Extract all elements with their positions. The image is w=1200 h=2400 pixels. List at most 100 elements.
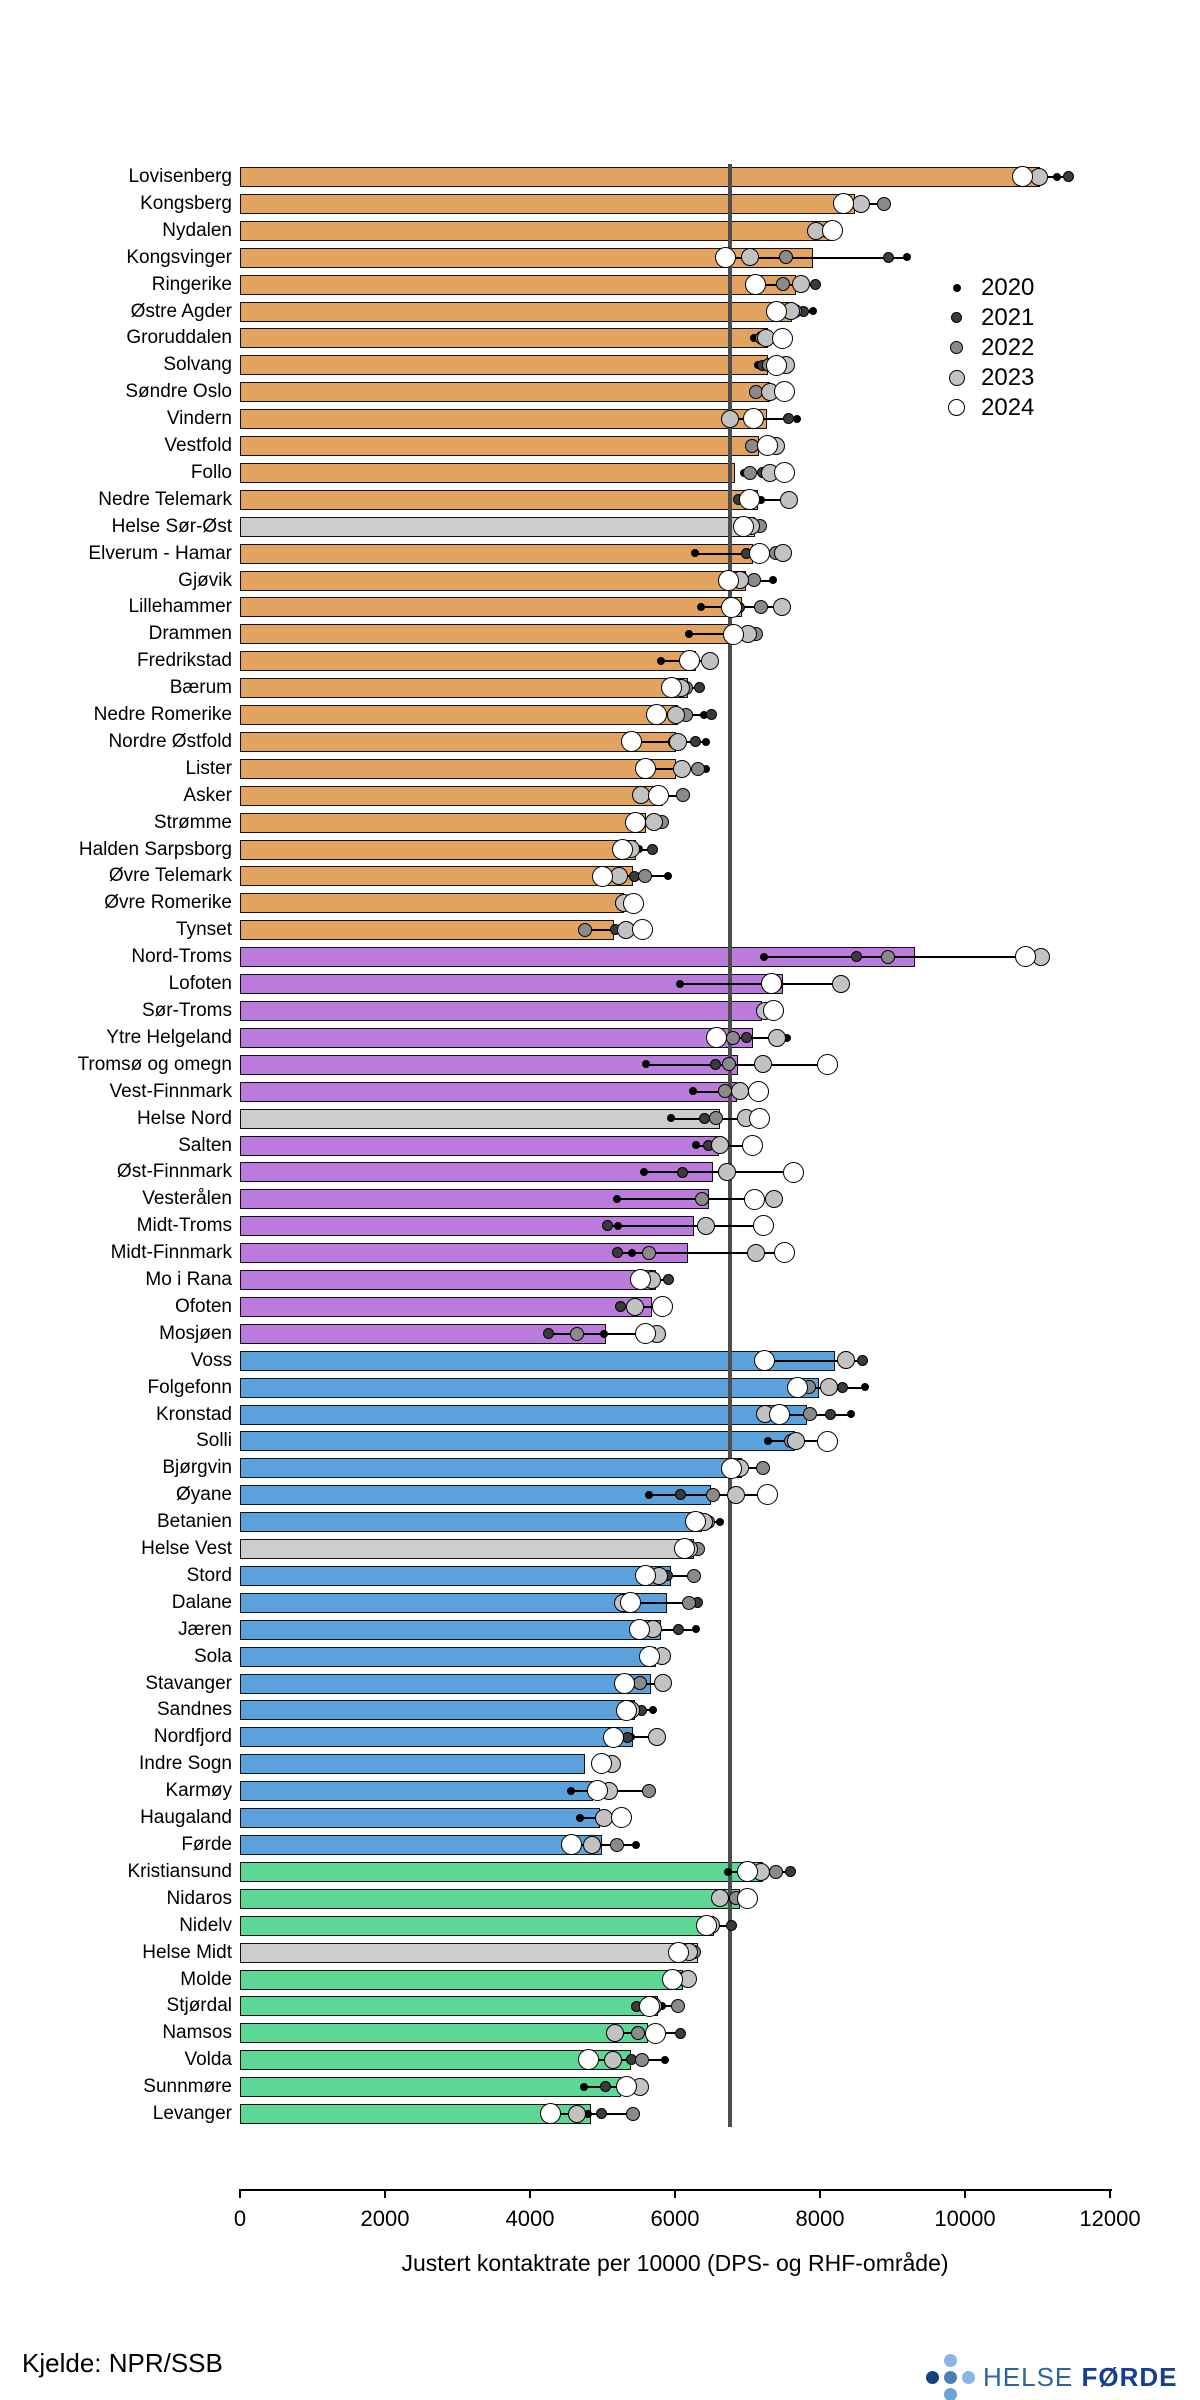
year-dot-2024: [757, 1484, 778, 1506]
year-dot-2024: [620, 731, 642, 753]
helse-forde-logo: HELSE FØRDE: [925, 2340, 1177, 2400]
year-dot-2024: [622, 892, 644, 914]
year-dot-2020: [628, 1248, 637, 1257]
year-dot-2024: [616, 2076, 638, 2098]
year-dot-2024: [765, 354, 787, 376]
row-label: Nidaros: [166, 1887, 232, 1909]
year-dot-2024: [602, 1726, 624, 1748]
bar: [240, 1996, 658, 2017]
year-dot-2020: [691, 1141, 700, 1150]
year-dot-2024: [720, 1457, 742, 1479]
bar: [240, 1808, 600, 1829]
year-dot-2021: [602, 1220, 614, 1232]
year-dot-2022: [876, 196, 891, 211]
year-dot-2023: [746, 1243, 765, 1262]
x-axis-tick: [239, 2189, 241, 2198]
bar: [240, 193, 855, 214]
year-dot-2023: [768, 1028, 787, 1047]
year-dot-2023: [831, 974, 850, 993]
year-dot-2022: [610, 1837, 625, 1852]
year-range-line: [613, 1736, 658, 1739]
x-axis-tick: [674, 2189, 676, 2198]
row-label: Nidelv: [179, 1914, 232, 1936]
year-dot-2022: [675, 788, 690, 803]
legend-marker-2021: [951, 312, 963, 324]
bar: [240, 597, 743, 618]
year-range-line: [640, 1628, 696, 1631]
year-dot-2024: [737, 1861, 759, 1883]
year-dot-2024: [706, 1027, 728, 1049]
year-dot-2021: [646, 843, 658, 855]
year-dot-2021: [836, 1381, 848, 1393]
year-dot-2024: [733, 515, 755, 537]
year-range-line: [689, 633, 756, 636]
year-dot-2020: [660, 2055, 669, 2064]
year-dot-2024: [539, 2103, 561, 2125]
year-dot-2021: [596, 2108, 608, 2120]
year-dot-2023: [772, 598, 791, 617]
year-dot-2021: [600, 2081, 612, 2093]
row-label: Stjørdal: [166, 1995, 232, 2017]
year-dot-2023: [711, 1136, 730, 1155]
year-dot-2024: [634, 758, 656, 780]
year-dot-2020: [723, 1867, 732, 1876]
year-dot-2020: [663, 872, 672, 881]
year-dot-2023: [792, 275, 811, 294]
year-dot-2024: [662, 1968, 684, 1990]
year-range-line: [584, 2086, 641, 2089]
x-axis-tick-label: 6000: [650, 2206, 700, 2231]
year-dot-2021: [851, 951, 863, 963]
x-axis-line: [240, 2189, 1112, 2191]
row-label: Stord: [186, 1564, 232, 1586]
year-dot-2024: [625, 811, 647, 833]
year-range-line: [764, 1359, 863, 1362]
year-dot-2023: [786, 1432, 805, 1451]
row-label: Tynset: [176, 919, 232, 941]
year-range-line: [725, 256, 908, 259]
year-dot-2023: [653, 1674, 672, 1693]
year-dot-2024: [619, 1592, 641, 1614]
year-dot-2023: [668, 732, 687, 751]
year-dot-2022: [725, 1030, 740, 1045]
row-label: Vest-Finnmark: [109, 1080, 232, 1102]
year-dot-2022: [709, 1111, 724, 1126]
year-dot-2024: [577, 2049, 599, 2071]
row-label: Vesterålen: [142, 1188, 232, 1210]
year-dot-2024: [614, 1672, 636, 1694]
year-dot-2021: [674, 2027, 686, 2039]
year-dot-2021: [543, 1328, 555, 1340]
row-label: Kronstad: [155, 1403, 232, 1425]
legend-label-2023: 2023: [981, 364, 1035, 391]
year-dot-2021: [622, 1731, 634, 1743]
row-label: Lillehammer: [128, 596, 232, 618]
bar: [240, 355, 768, 376]
year-dot-2024: [714, 246, 736, 268]
year-dot-2022: [802, 1407, 817, 1422]
year-dot-2022: [637, 869, 652, 884]
bar: [240, 785, 664, 806]
year-dot-2022: [778, 250, 793, 265]
year-dot-2021: [690, 736, 702, 748]
year-dot-2024: [629, 1618, 651, 1640]
year-dot-2023: [701, 651, 720, 670]
row-label: Molde: [180, 1968, 232, 1990]
year-dot-2024: [833, 193, 855, 215]
year-dot-2024: [639, 1645, 661, 1667]
year-dot-2021: [698, 1112, 710, 1124]
bar: [240, 1915, 715, 1936]
bar: [240, 462, 736, 483]
x-axis-tick: [384, 2189, 386, 2198]
year-dot-2020: [656, 656, 665, 665]
year-dot-2024: [632, 919, 654, 941]
bar: [240, 301, 793, 322]
year-dot-2020: [691, 1625, 700, 1634]
legend-label-2021: 2021: [981, 304, 1035, 331]
year-dot-2023: [852, 194, 871, 213]
bar: [240, 2077, 621, 2098]
row-label: Tromsø og omegn: [77, 1053, 232, 1075]
year-dot-2022: [670, 1999, 685, 2014]
year-dot-2020: [903, 253, 912, 262]
year-dot-2024: [744, 1188, 766, 1210]
logo-dot: [962, 2371, 975, 2384]
year-dot-2024: [591, 1753, 613, 1775]
